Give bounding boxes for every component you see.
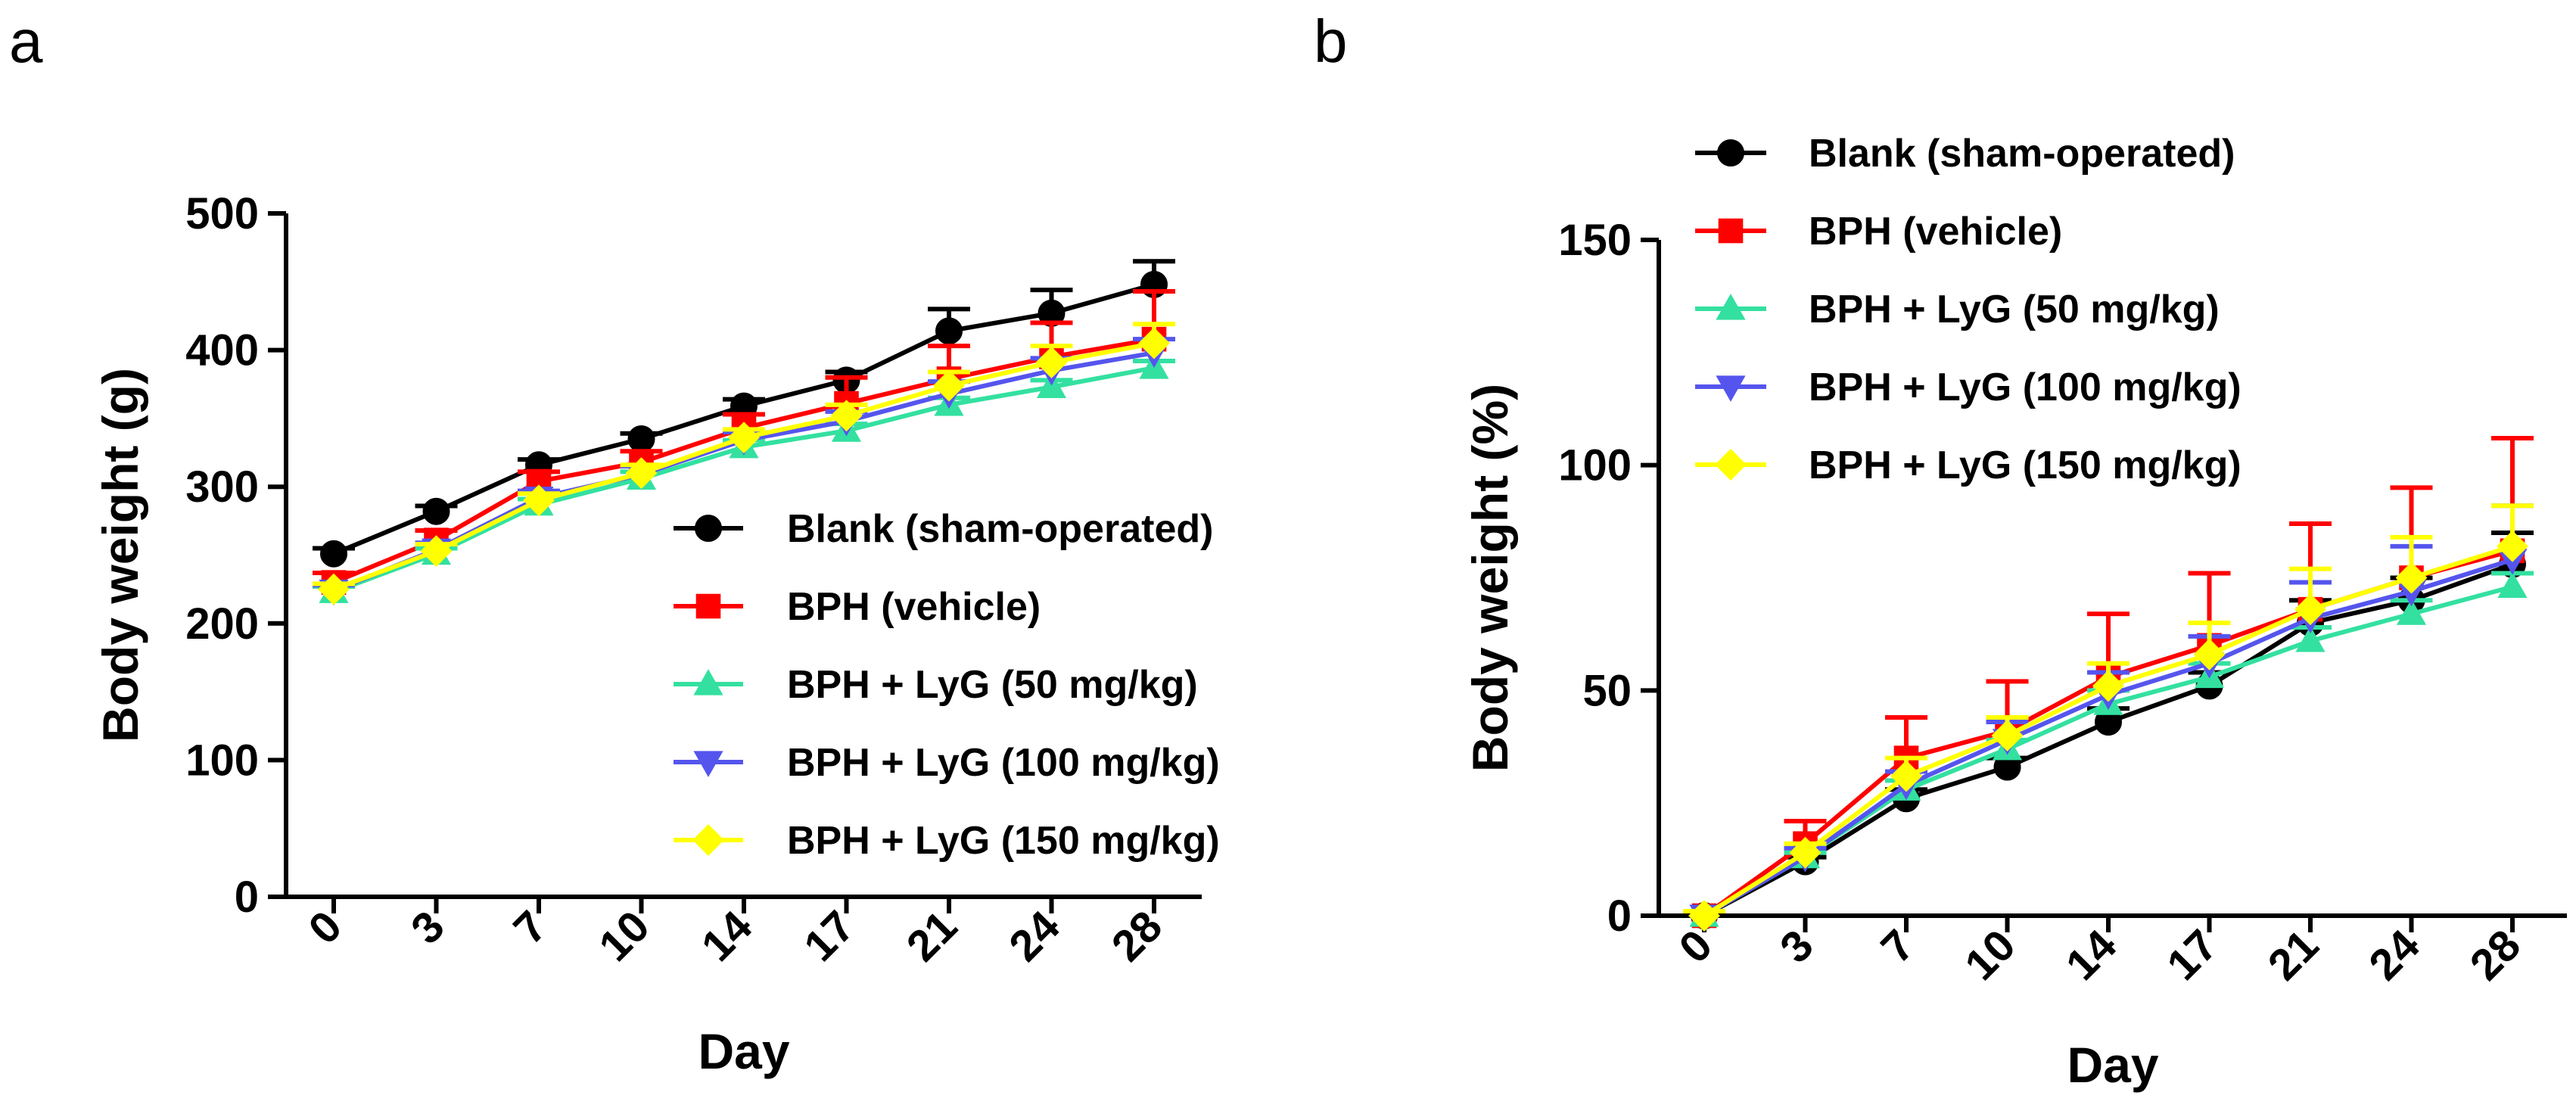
data-point bbox=[1138, 327, 1170, 359]
legend-item-bph-lyg-100-mg-kg: BPH + LyG (100 mg/kg) bbox=[674, 741, 1220, 785]
series-bph-lyg-150-mg-kg bbox=[313, 322, 1175, 605]
x-tick-label: 3 bbox=[402, 901, 454, 954]
legend-marker bbox=[1716, 294, 1746, 320]
x-tick-label: 14 bbox=[2057, 920, 2126, 990]
y-tick-label: 50 bbox=[1582, 666, 1632, 715]
legend-label: BPH + LyG (50 mg/kg) bbox=[787, 663, 1198, 707]
y-tick-label: 300 bbox=[185, 462, 259, 512]
x-tick-label: 28 bbox=[2461, 920, 2531, 990]
panel-b-letter: b bbox=[1314, 8, 1348, 75]
data-point bbox=[1991, 719, 2024, 751]
data-point bbox=[2294, 593, 2326, 626]
legend-label: Blank (sham-operated) bbox=[787, 507, 1213, 551]
legend-item-bph-lyg-100-mg-kg: BPH + LyG (100 mg/kg) bbox=[1695, 366, 2242, 409]
y-tick-label: 0 bbox=[235, 873, 259, 922]
x-tick-label: 17 bbox=[2158, 920, 2227, 990]
data-point bbox=[318, 573, 350, 605]
legend-label: BPH + LyG (150 mg/kg) bbox=[787, 819, 1220, 863]
data-point bbox=[523, 484, 555, 517]
x-tick-label: 21 bbox=[2259, 920, 2329, 990]
x-axis-title: Day bbox=[2067, 1037, 2158, 1093]
legend-marker bbox=[693, 751, 723, 777]
data-point bbox=[830, 400, 863, 432]
y-tick-label: 100 bbox=[185, 736, 259, 785]
y-tick-label: 0 bbox=[1607, 892, 1632, 941]
x-tick-label: 0 bbox=[1669, 920, 1722, 972]
y-tick-label: 200 bbox=[185, 599, 259, 649]
data-point bbox=[2295, 625, 2326, 652]
data-point bbox=[422, 497, 450, 525]
legend-item-bph-vehicle: BPH (vehicle) bbox=[674, 585, 1041, 629]
x-tick-label: 21 bbox=[898, 901, 967, 971]
data-point bbox=[728, 422, 760, 454]
x-tick-label: 28 bbox=[1103, 901, 1172, 971]
data-point bbox=[1035, 346, 1068, 378]
series-bph-lyg-50-mg-kg bbox=[313, 353, 1175, 603]
y-tick-label: 150 bbox=[1558, 216, 1632, 265]
x-tick-label: 0 bbox=[299, 901, 351, 954]
legend-label: Blank (sham-operated) bbox=[1809, 132, 2235, 176]
x-tick-label: 10 bbox=[1955, 920, 2025, 990]
data-point bbox=[933, 369, 965, 402]
data-point bbox=[1789, 836, 1822, 869]
legend-item-blank-sham-operated: Blank (sham-operated) bbox=[1695, 132, 2235, 176]
legend-label: BPH + LyG (150 mg/kg) bbox=[1809, 443, 2242, 487]
data-point bbox=[2497, 530, 2528, 562]
legend-item-bph-vehicle: BPH (vehicle) bbox=[1695, 210, 2062, 254]
legend-marker bbox=[1716, 375, 1746, 402]
legend-item-blank-sham-operated: Blank (sham-operated) bbox=[674, 507, 1213, 551]
legend-label: BPH (vehicle) bbox=[787, 585, 1041, 629]
y-axis-title: Body weight (g) bbox=[92, 368, 148, 742]
x-tick-label: 14 bbox=[692, 901, 762, 971]
legend-label: BPH + LyG (100 mg/kg) bbox=[787, 741, 1220, 785]
legend-item-bph-lyg-150-mg-kg: BPH + LyG (150 mg/kg) bbox=[674, 819, 1220, 863]
legend-item-bph-lyg-50-mg-kg: BPH + LyG (50 mg/kg) bbox=[674, 663, 1198, 707]
legend-item-bph-lyg-50-mg-kg: BPH + LyG (50 mg/kg) bbox=[1695, 288, 2220, 331]
x-tick-label: 3 bbox=[1771, 920, 1823, 972]
series-blank-sham-operated bbox=[313, 259, 1175, 568]
legend: Blank (sham-operated) BPH (vehicle) BPH + … bbox=[674, 507, 1220, 863]
data-point bbox=[935, 317, 963, 345]
legend-marker bbox=[695, 515, 722, 542]
data-point bbox=[2396, 599, 2427, 625]
series-bph-lyg-150-mg-kg bbox=[1683, 503, 2534, 932]
data-point bbox=[2193, 638, 2226, 671]
data-point bbox=[320, 540, 347, 568]
legend-marker bbox=[1717, 139, 1744, 166]
x-tick-label: 7 bbox=[1871, 920, 1924, 972]
panel-a-letter: a bbox=[9, 8, 43, 75]
x-tick-label: 24 bbox=[1000, 901, 1069, 971]
legend-marker bbox=[692, 824, 724, 856]
data-point bbox=[625, 457, 658, 490]
x-axis-title: Day bbox=[698, 1023, 789, 1079]
y-tick-label: 100 bbox=[1558, 441, 1632, 490]
x-tick-label: 10 bbox=[590, 901, 659, 971]
legend-marker bbox=[1715, 449, 1747, 481]
data-point bbox=[420, 535, 453, 568]
legend-item-bph-lyg-150-mg-kg: BPH + LyG (150 mg/kg) bbox=[1695, 443, 2242, 487]
y-tick-label: 400 bbox=[185, 326, 259, 375]
legend-marker bbox=[693, 669, 723, 695]
data-point bbox=[1890, 760, 1922, 792]
x-tick-label: 17 bbox=[795, 901, 864, 971]
data-point bbox=[2092, 670, 2124, 702]
legend: Blank (sham-operated) BPH (vehicle) BPH + … bbox=[1695, 132, 2242, 487]
data-point bbox=[1688, 900, 1720, 932]
legend-label: BPH (vehicle) bbox=[1809, 210, 2062, 254]
y-tick-label: 500 bbox=[185, 189, 259, 238]
legend-marker bbox=[1718, 218, 1744, 244]
legend-label: BPH + LyG (100 mg/kg) bbox=[1809, 366, 2242, 409]
data-point bbox=[627, 425, 655, 453]
x-tick-label: 7 bbox=[504, 901, 556, 954]
legend-label: BPH + LyG (50 mg/kg) bbox=[1809, 288, 2220, 331]
legend-marker bbox=[695, 593, 721, 619]
data-point bbox=[2497, 571, 2528, 599]
data-point bbox=[2395, 562, 2428, 594]
y-axis-title: Body weight (%) bbox=[1462, 384, 1518, 772]
x-tick-label: 24 bbox=[2360, 920, 2429, 990]
